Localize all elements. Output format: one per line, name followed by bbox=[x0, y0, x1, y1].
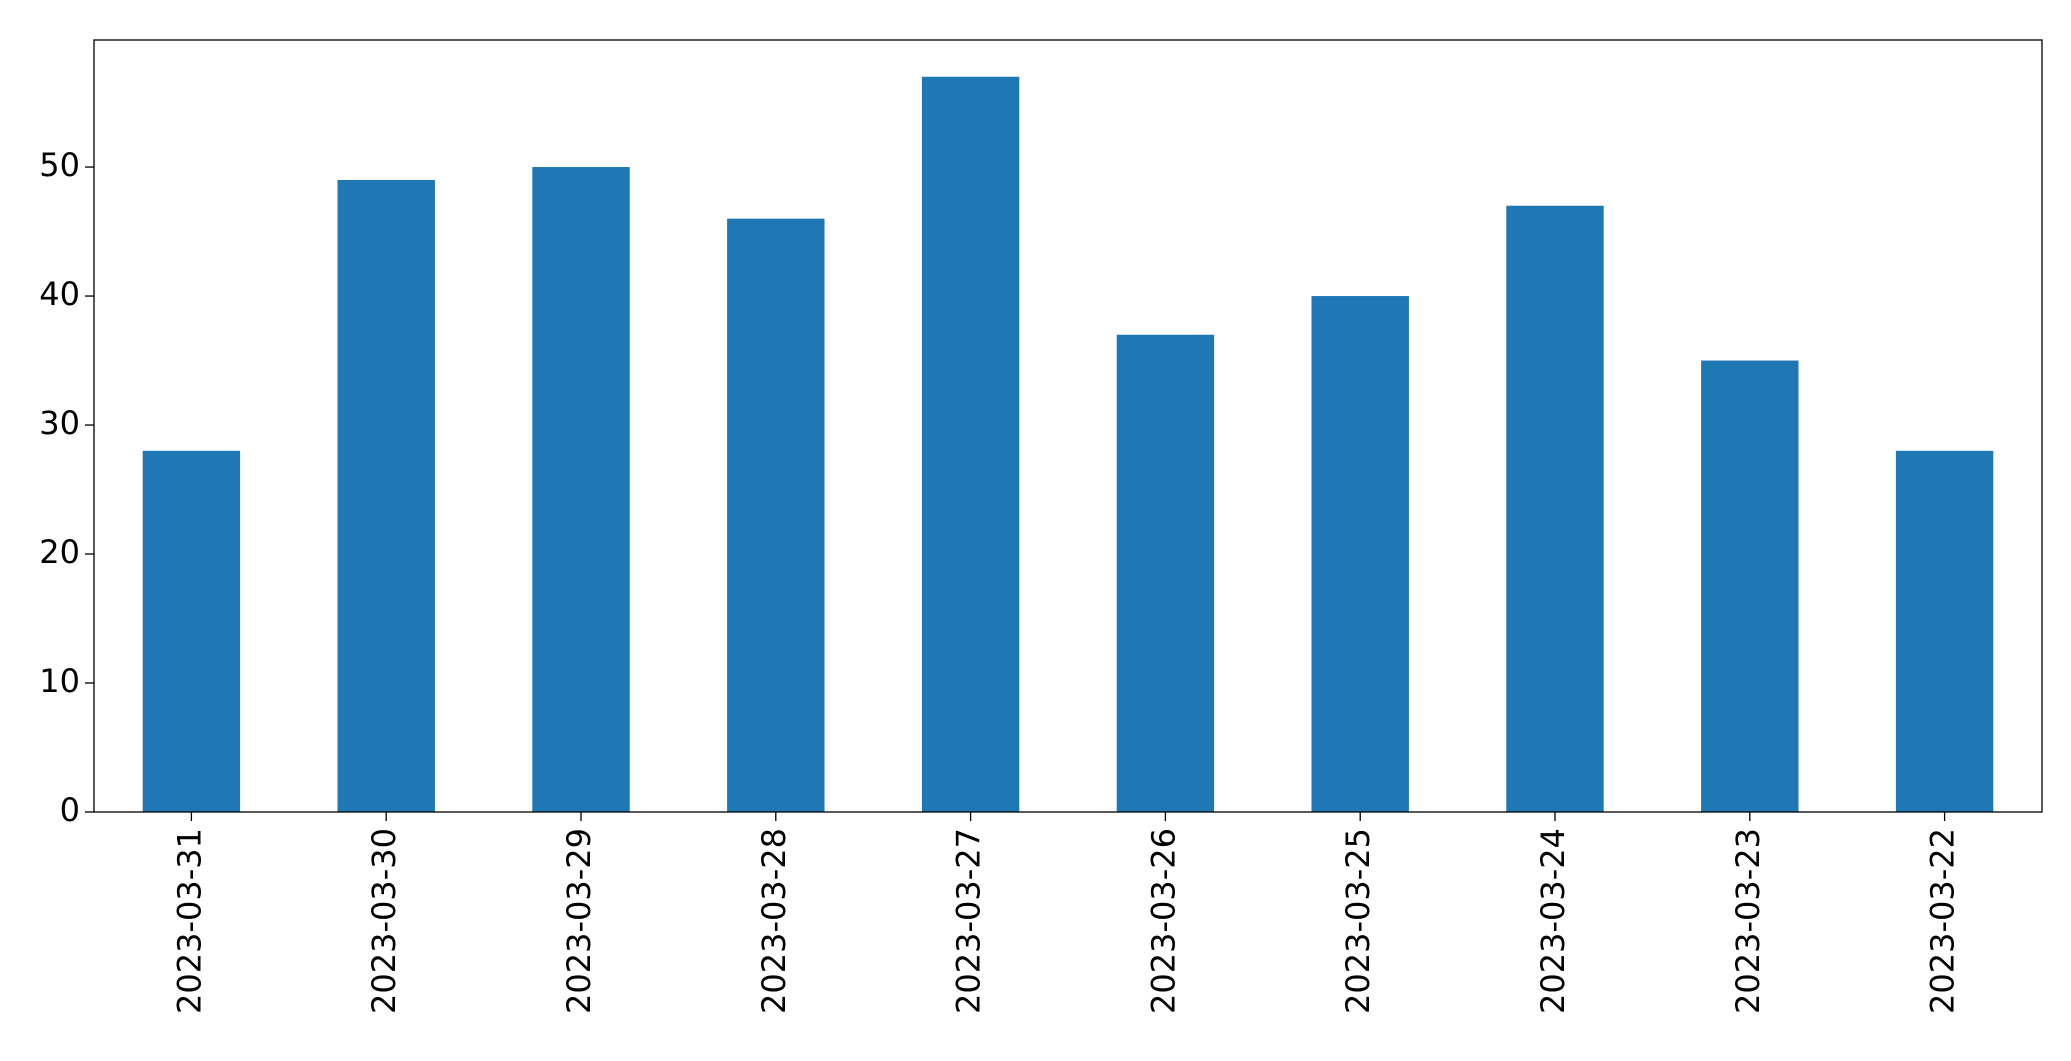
x-tick-label: 2023-03-27 bbox=[950, 828, 988, 1014]
x-tick-label: 2023-03-24 bbox=[1534, 828, 1572, 1014]
bar bbox=[337, 179, 435, 812]
x-tick-label: 2023-03-29 bbox=[560, 828, 598, 1014]
x-tick-label: 2023-03-26 bbox=[1144, 828, 1182, 1014]
x-tick-label: 2023-03-31 bbox=[170, 828, 208, 1014]
y-tick-label: 30 bbox=[39, 404, 80, 442]
x-tick-label: 2023-03-28 bbox=[755, 828, 793, 1014]
x-tick-label: 2023-03-30 bbox=[365, 828, 403, 1014]
bar bbox=[727, 218, 825, 812]
y-tick-label: 20 bbox=[39, 533, 80, 571]
bar bbox=[1311, 296, 1409, 812]
x-tick-label: 2023-03-22 bbox=[1924, 828, 1962, 1014]
plot-frame bbox=[93, 39, 2043, 813]
y-tick-label: 50 bbox=[39, 146, 80, 184]
bar bbox=[921, 76, 1020, 812]
bar bbox=[1506, 205, 1604, 812]
bar bbox=[532, 167, 630, 812]
y-tick-label: 0 bbox=[60, 791, 80, 829]
bar bbox=[1701, 360, 1799, 812]
y-tick-label: 40 bbox=[39, 275, 80, 313]
x-tick-label: 2023-03-25 bbox=[1339, 828, 1377, 1014]
y-tick-label: 10 bbox=[39, 662, 80, 700]
bar bbox=[142, 450, 241, 812]
bar bbox=[1116, 334, 1215, 812]
x-tick-label: 2023-03-23 bbox=[1729, 828, 1767, 1014]
bar bbox=[1895, 450, 1994, 812]
